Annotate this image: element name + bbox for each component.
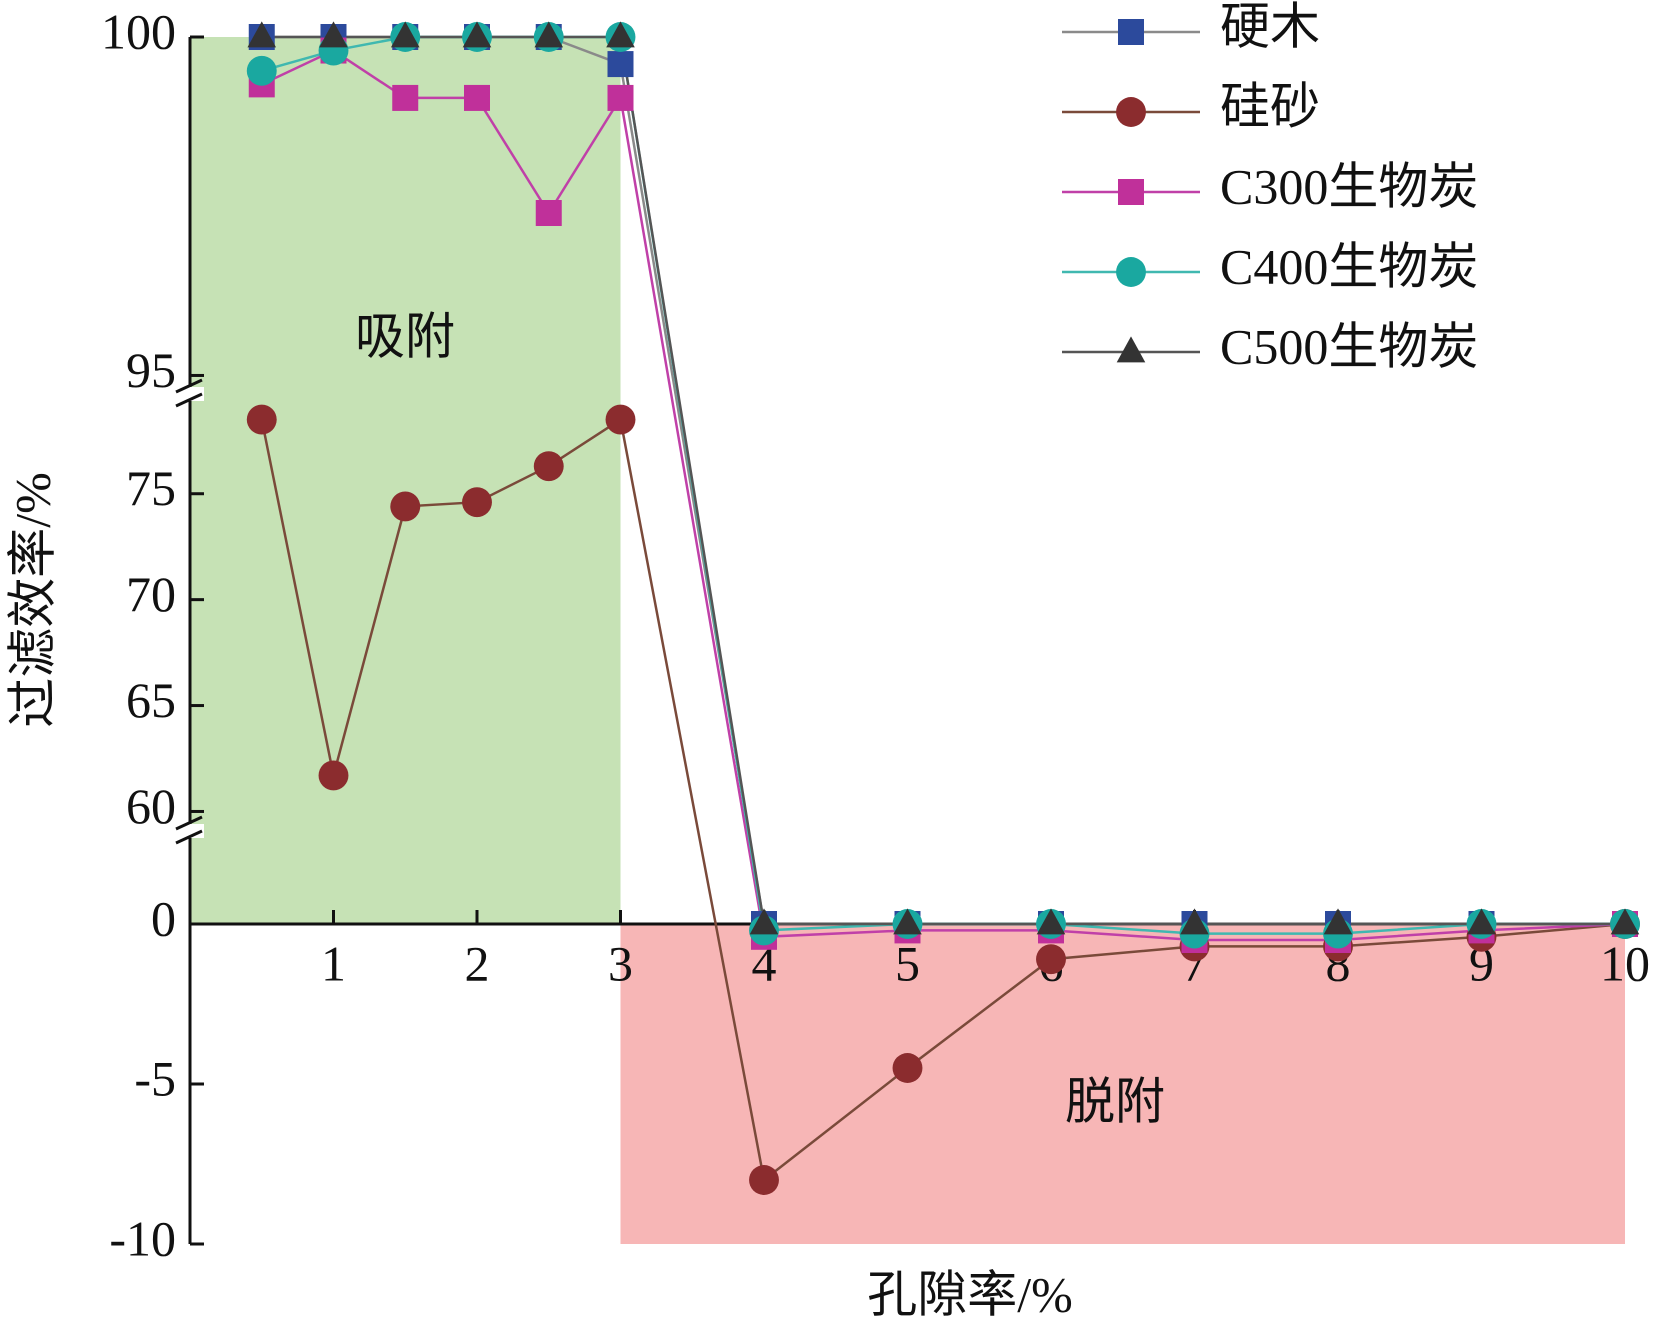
marker <box>893 908 922 935</box>
marker <box>535 200 562 226</box>
axis-break <box>175 815 203 831</box>
region-label: 吸附 <box>355 308 455 364</box>
marker <box>390 491 421 522</box>
y-tick-label: 65 <box>126 672 176 728</box>
legend-label: C400生物炭 <box>1220 238 1478 294</box>
marker <box>319 21 348 48</box>
marker <box>462 21 492 48</box>
marker <box>533 451 564 482</box>
x-tick-label: 2 <box>465 935 490 991</box>
y-tick-label: -5 <box>134 1050 176 1106</box>
legend-marker <box>1116 336 1146 363</box>
marker <box>1180 908 1209 935</box>
marker <box>749 908 779 935</box>
y-tick-label: 0 <box>151 890 176 946</box>
marker <box>605 404 636 435</box>
marker <box>607 84 634 111</box>
axis-break <box>175 378 203 394</box>
x-tick-label: 1 <box>321 935 346 991</box>
y-tick-label: 60 <box>126 778 176 834</box>
axis-break <box>175 392 203 408</box>
marker <box>1036 944 1066 975</box>
y-axis-label: 过滤效率/% <box>4 472 60 728</box>
marker <box>246 55 277 86</box>
y-tick-label: 75 <box>126 460 176 516</box>
y-tick-label: 95 <box>126 342 176 398</box>
legend-marker <box>1116 257 1146 287</box>
x-tick-label: 3 <box>608 935 633 991</box>
marker <box>1036 908 1066 935</box>
marker <box>534 21 564 48</box>
marker <box>606 21 635 48</box>
axis-break <box>175 829 203 845</box>
legend-label: 硅砂 <box>1220 78 1320 134</box>
marker <box>392 84 419 111</box>
legend-marker <box>1118 19 1144 45</box>
marker <box>749 1165 779 1195</box>
region-label: 脱附 <box>1065 1073 1165 1129</box>
marker <box>464 84 490 111</box>
marker <box>1467 908 1496 935</box>
marker <box>318 760 349 791</box>
y-tick-label: -10 <box>109 1210 176 1266</box>
legend-label: 硬木 <box>1220 0 1320 54</box>
marker <box>892 1053 923 1083</box>
legend-marker <box>1116 97 1146 127</box>
marker <box>247 21 277 48</box>
marker <box>1323 908 1353 935</box>
legend-marker <box>1118 179 1144 205</box>
marker <box>462 487 492 518</box>
x-tick-label: 10 <box>1600 935 1650 991</box>
marker <box>607 51 634 78</box>
marker <box>1610 908 1640 935</box>
marker <box>390 21 420 48</box>
marker <box>246 404 277 435</box>
region <box>190 37 621 924</box>
x-tick-label: 5 <box>895 935 920 991</box>
legend-label: C300生物炭 <box>1220 158 1478 214</box>
x-axis-label: 孔隙率/% <box>867 1266 1073 1322</box>
y-tick-label: 70 <box>126 566 176 622</box>
y-tick-label: 100 <box>101 3 176 59</box>
legend-label: C500生物炭 <box>1220 318 1478 374</box>
region <box>620 924 1625 1244</box>
